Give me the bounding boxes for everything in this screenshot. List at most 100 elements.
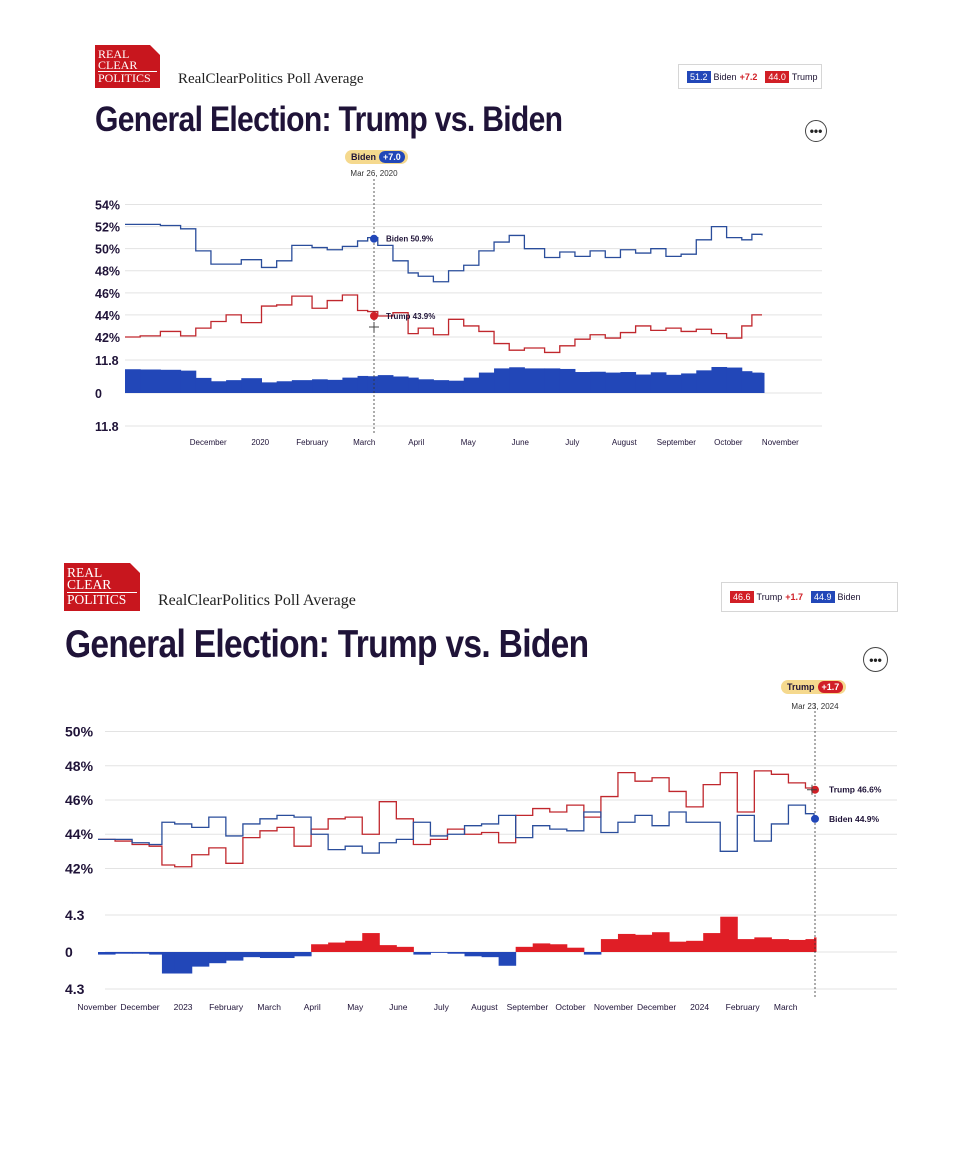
spread-bar: [418, 379, 434, 393]
spread-bar: [276, 381, 293, 393]
spread-bar: [180, 370, 197, 393]
spread-bar: [681, 373, 697, 393]
spread-bar: [357, 375, 369, 393]
chart-area[interactable]: 54% 52% 50% 48% 46% 44% 42% 11.8 0 11.8 December 20…: [0, 0, 961, 520]
chart-panel-2020: REAL CLEAR POLITICS RealClearPolitics Po…: [0, 0, 961, 520]
spread-bar: [342, 377, 359, 393]
x-tick-label: 2023: [174, 1002, 193, 1012]
chart-title: General Election: Trump vs. Biden: [95, 100, 563, 139]
x-tick-label: 2020: [251, 438, 269, 447]
spread-bar: [140, 369, 161, 393]
x-tick-label: December: [190, 438, 227, 447]
legend-name-trump: Trump: [756, 592, 783, 602]
spread-bar: [392, 376, 409, 393]
more-options-button[interactable]: •••: [805, 120, 827, 142]
spread-bar: [665, 374, 682, 393]
spread-bar: [447, 952, 466, 954]
more-options-icon: •••: [869, 652, 882, 667]
spread-bar: [478, 372, 495, 393]
spread-bar: [498, 952, 517, 966]
hover-leader: Trump: [787, 682, 815, 692]
x-tick-label: April: [304, 1002, 321, 1012]
spread-bar: [413, 952, 431, 955]
spread-bar: [259, 952, 278, 959]
spread-bar: [726, 367, 743, 393]
spread-bar: [277, 952, 295, 959]
spread-bar: [669, 941, 687, 952]
hover-marker-biden: [370, 234, 378, 243]
spread-bar: [720, 916, 738, 952]
x-tick-label: March: [257, 1002, 281, 1012]
y-tick-label: 46%: [95, 287, 120, 301]
spread-bar: [379, 945, 397, 952]
spread-bar: [98, 952, 116, 955]
hover-marker-biden: [811, 814, 819, 823]
y-tick-label: 44%: [95, 309, 120, 323]
spread-bar: [195, 377, 212, 393]
spread-bar: [149, 952, 163, 955]
spread-bar: [617, 933, 636, 952]
legend-value-biden: 44.9: [810, 591, 835, 603]
y-tick-label: 44%: [65, 826, 94, 842]
spread-bar: [494, 368, 510, 393]
spread-bar: [191, 952, 210, 967]
spread-bar: [430, 952, 448, 953]
spread-bar: [160, 369, 182, 393]
spread-bar: [737, 939, 755, 952]
legend-item-biden: 51.2 Biden +7.2: [687, 70, 758, 83]
y-tick-label: 46%: [65, 792, 94, 808]
spread-bar: [362, 933, 380, 952]
chart-area[interactable]: 50% 48% 46% 44% 42% 4.3 0 4.3 November December 20…: [0, 555, 961, 1025]
spread-tick-label: 11.8: [95, 420, 119, 434]
spread-bar: [261, 382, 278, 393]
spread-tick-label: 11.8: [95, 354, 119, 368]
x-tick-label: September: [507, 1002, 549, 1012]
y-tick-label: 42%: [95, 331, 120, 345]
spread-bar: [635, 934, 653, 952]
spread-bar: [312, 379, 328, 393]
hover-date: Mar 23, 2024: [791, 702, 839, 711]
spread-bar: [524, 368, 546, 393]
rcp-logo[interactable]: REAL CLEAR POLITICS: [64, 563, 140, 611]
more-options-button[interactable]: •••: [863, 647, 888, 672]
legend-spread-biden: +7.2: [739, 71, 758, 82]
legend-value-trump: 44.0: [765, 70, 789, 83]
x-tick-label: May: [347, 1002, 364, 1012]
legend-item-trump: 46.6 Trump +1.7: [730, 591, 803, 603]
spread-bar: [481, 952, 500, 958]
legend-spread-trump: +1.7: [785, 592, 803, 602]
spread-bar: [433, 380, 450, 393]
spread-bar: [161, 952, 176, 974]
spread-bar: [509, 367, 525, 393]
legend-name-biden: Biden: [713, 71, 737, 82]
spread-bar: [291, 380, 313, 393]
x-tick-label: October: [714, 438, 743, 447]
spread-bar: [566, 947, 585, 952]
spread-bar: [762, 372, 765, 393]
hover-spread-value: +7.0: [379, 151, 405, 163]
logo-line-2: CLEAR: [98, 58, 138, 73]
spread-bar: [574, 372, 591, 393]
spread-bar: [751, 372, 763, 393]
y-tick-label: 42%: [65, 860, 94, 876]
x-tick-label: June: [512, 438, 530, 447]
hover-marker-trump: [370, 311, 378, 320]
crosshair-cursor-icon: [807, 784, 817, 795]
spread-bar: [464, 952, 483, 957]
y-tick-label: 48%: [65, 758, 94, 774]
spread-bar: [605, 372, 621, 393]
legend-box: 51.2 Biden +7.2 44.0 Trump: [678, 64, 822, 89]
rcp-logo[interactable]: REAL CLEAR POLITICS: [95, 45, 160, 88]
spread-bar: [703, 933, 721, 952]
y-tick-label: 48%: [95, 265, 120, 279]
spread-bar: [652, 932, 670, 952]
spread-bar: [559, 368, 576, 393]
x-tick-label: 2024: [690, 1002, 709, 1012]
spread-bar: [226, 380, 242, 393]
x-tick-label: March: [774, 1002, 798, 1012]
spread-bar: [463, 377, 480, 393]
spread-bar: [686, 940, 704, 952]
spread-bar: [532, 943, 551, 952]
y-tick-label: 50%: [65, 724, 94, 740]
spread-tick-label: 0: [95, 387, 102, 401]
